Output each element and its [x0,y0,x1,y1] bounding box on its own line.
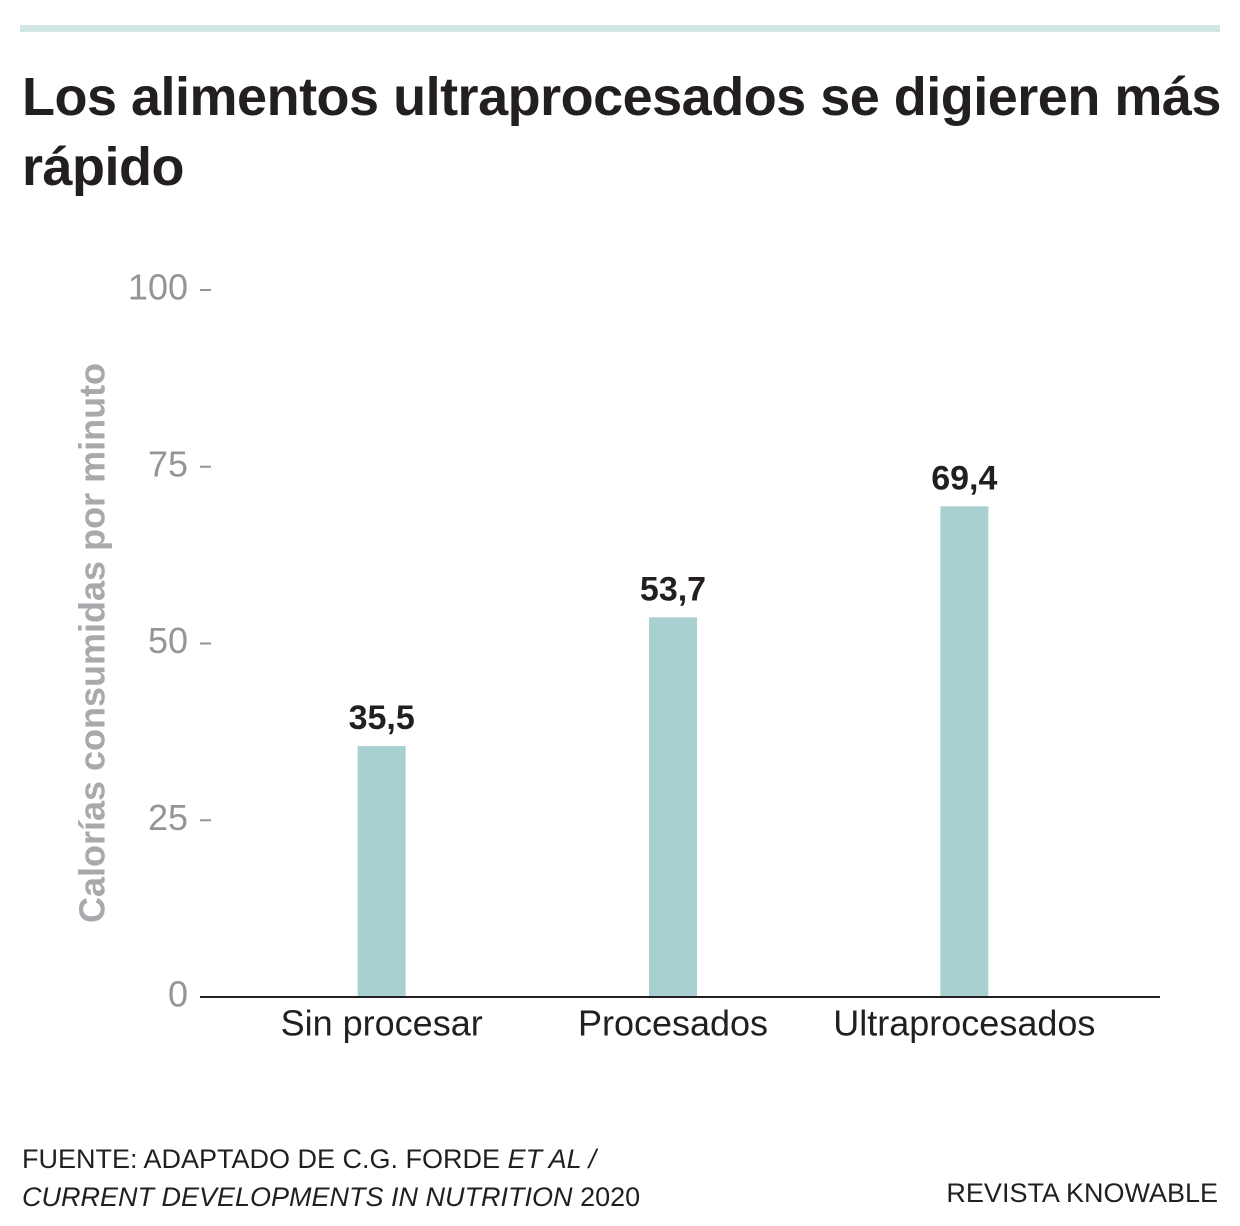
bar [649,617,697,997]
source-text: 2020 [580,1182,641,1212]
source-text: FUENTE: ADAPTADO DE C.G. FORDE [22,1144,501,1174]
y-tick-label: 25 [148,797,188,838]
source-text: ET AL / [507,1144,597,1174]
value-label: 69,4 [931,459,997,497]
y-tick-label: 75 [148,443,188,484]
y-tick-label: 0 [168,974,188,1015]
value-label: 53,7 [640,570,706,608]
bar [357,746,406,997]
y-tick-label: 100 [128,267,188,308]
x-tick-label: Procesados [578,1003,768,1044]
y-axis-label: Calorías consumidas por minuto [72,363,113,923]
y-tick-label: 50 [148,620,188,661]
credit: REVISTA KNOWABLE [946,1178,1218,1208]
source-text: CURRENT DEVELOPMENTS IN NUTRITION [22,1182,573,1212]
top-rule [20,25,1220,32]
x-tick-label: Ultraprocesados [833,1003,1095,1044]
chart-title: Los alimentos ultraprocesados se digiere… [22,67,1221,197]
value-label: 35,5 [349,699,415,737]
x-tick-label: Sin procesar [281,1003,483,1044]
bar [940,506,989,997]
source: FUENTE: ADAPTADO DE C.G. FORDE ET AL / C… [22,1140,640,1216]
